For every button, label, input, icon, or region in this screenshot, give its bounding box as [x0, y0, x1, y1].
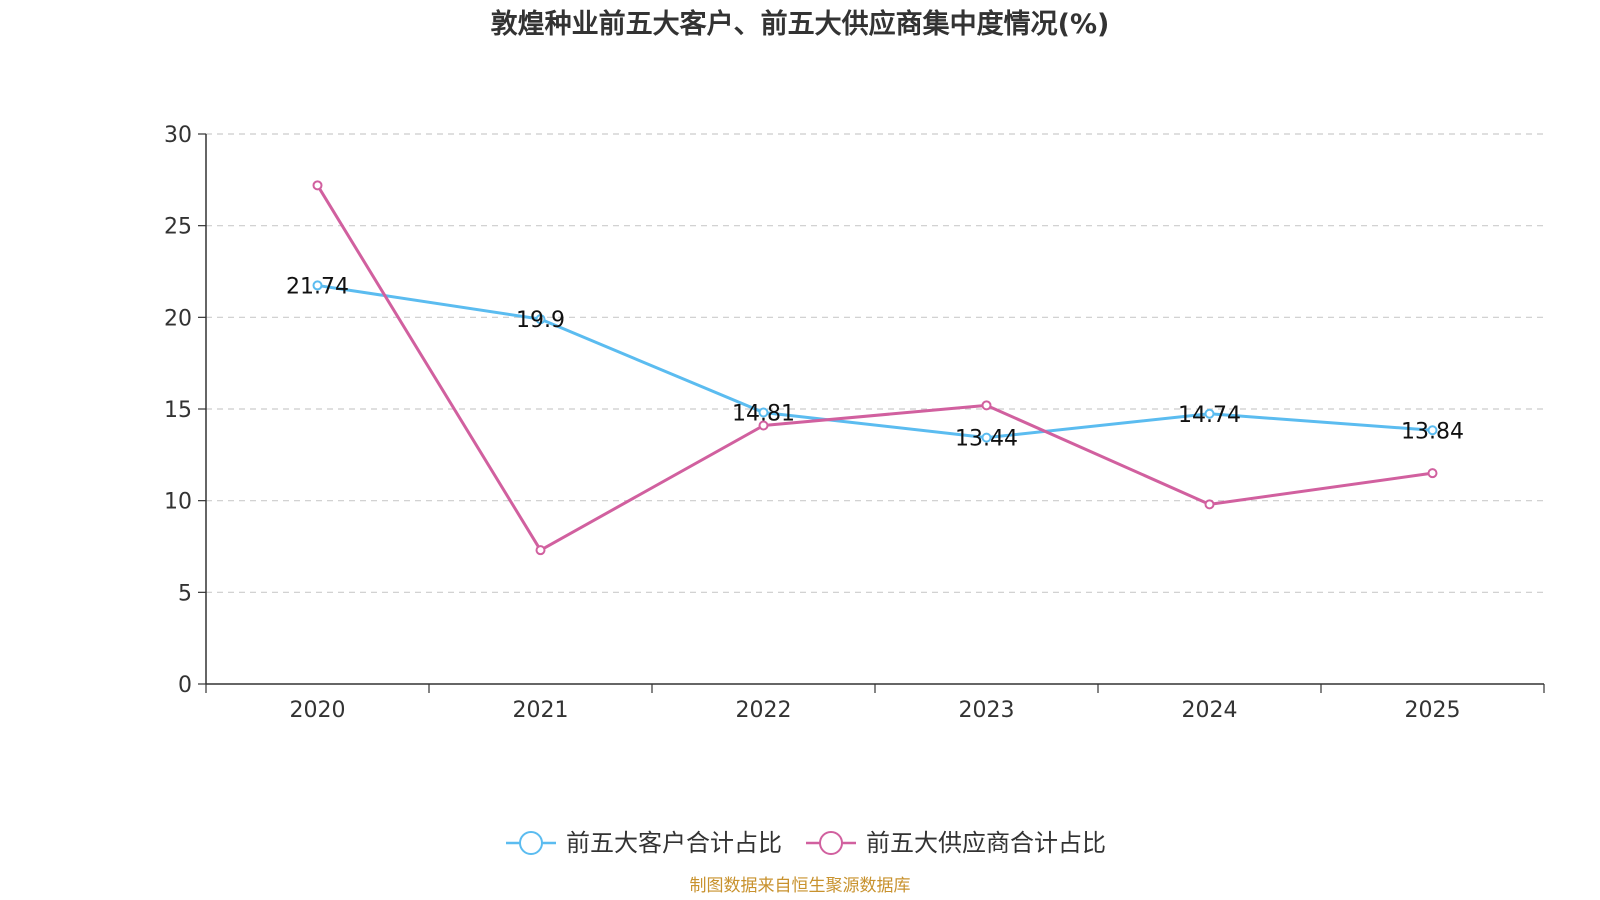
legend: 前五大客户合计占比 前五大供应商合计占比 [506, 829, 1106, 857]
data-point[interactable] [981, 432, 992, 443]
x-tick-label: 2024 [1182, 698, 1238, 723]
data-point[interactable] [312, 280, 323, 291]
data-label: 21.74 [286, 274, 349, 299]
series-line-0 [317, 283, 1433, 440]
y-tick-label: 20 [164, 306, 192, 331]
chart-title: 敦煌种业前五大客户、前五大供应商集中度情况(%) [491, 8, 1110, 40]
x-tick-label: 2025 [1405, 698, 1461, 723]
y-tick-label: 25 [164, 215, 192, 240]
data-point[interactable] [312, 180, 323, 191]
data-point[interactable] [1204, 408, 1215, 419]
data-point[interactable] [1204, 499, 1215, 510]
series-line-1 [316, 184, 1433, 552]
data-point[interactable] [1427, 468, 1438, 479]
data-point[interactable] [1427, 425, 1438, 436]
data-label: 14.81 [732, 401, 795, 426]
data-point[interactable] [758, 407, 769, 418]
legend-item-1[interactable]: 前五大供应商合计占比 [806, 829, 1106, 857]
data-point[interactable] [535, 545, 546, 556]
x-tick-label: 2020 [290, 698, 346, 723]
legend-label: 前五大客户合计占比 [566, 829, 782, 857]
legend-marker [819, 831, 843, 855]
data-point[interactable] [535, 314, 546, 325]
data-label: 13.44 [955, 427, 1018, 452]
y-tick-label: 0 [178, 673, 192, 698]
x-tick-label: 2023 [959, 698, 1015, 723]
legend-item-0[interactable]: 前五大客户合计占比 [506, 829, 782, 857]
data-label: 13.84 [1401, 419, 1464, 444]
series-group [312, 180, 1438, 556]
data-label: 19.9 [516, 308, 565, 333]
data-label: 14.74 [1178, 403, 1241, 428]
y-tick-label: 10 [164, 490, 192, 515]
y-tick-label: 5 [178, 581, 192, 606]
legend-label: 前五大供应商合计占比 [866, 829, 1106, 857]
x-tick-label: 2021 [513, 698, 569, 723]
legend-marker [519, 831, 543, 855]
x-tick-label: 2022 [736, 698, 792, 723]
y-tick-label: 15 [164, 398, 192, 423]
data-point[interactable] [758, 420, 769, 431]
data-point[interactable] [981, 400, 992, 411]
source-note: 制图数据来自恒生聚源数据库 [690, 876, 911, 896]
grid [206, 133, 1544, 593]
y-tick-label: 30 [164, 123, 192, 148]
data-labels: 21.74 19.9 14.81 13.44 14.74 13.84 [286, 274, 1464, 451]
